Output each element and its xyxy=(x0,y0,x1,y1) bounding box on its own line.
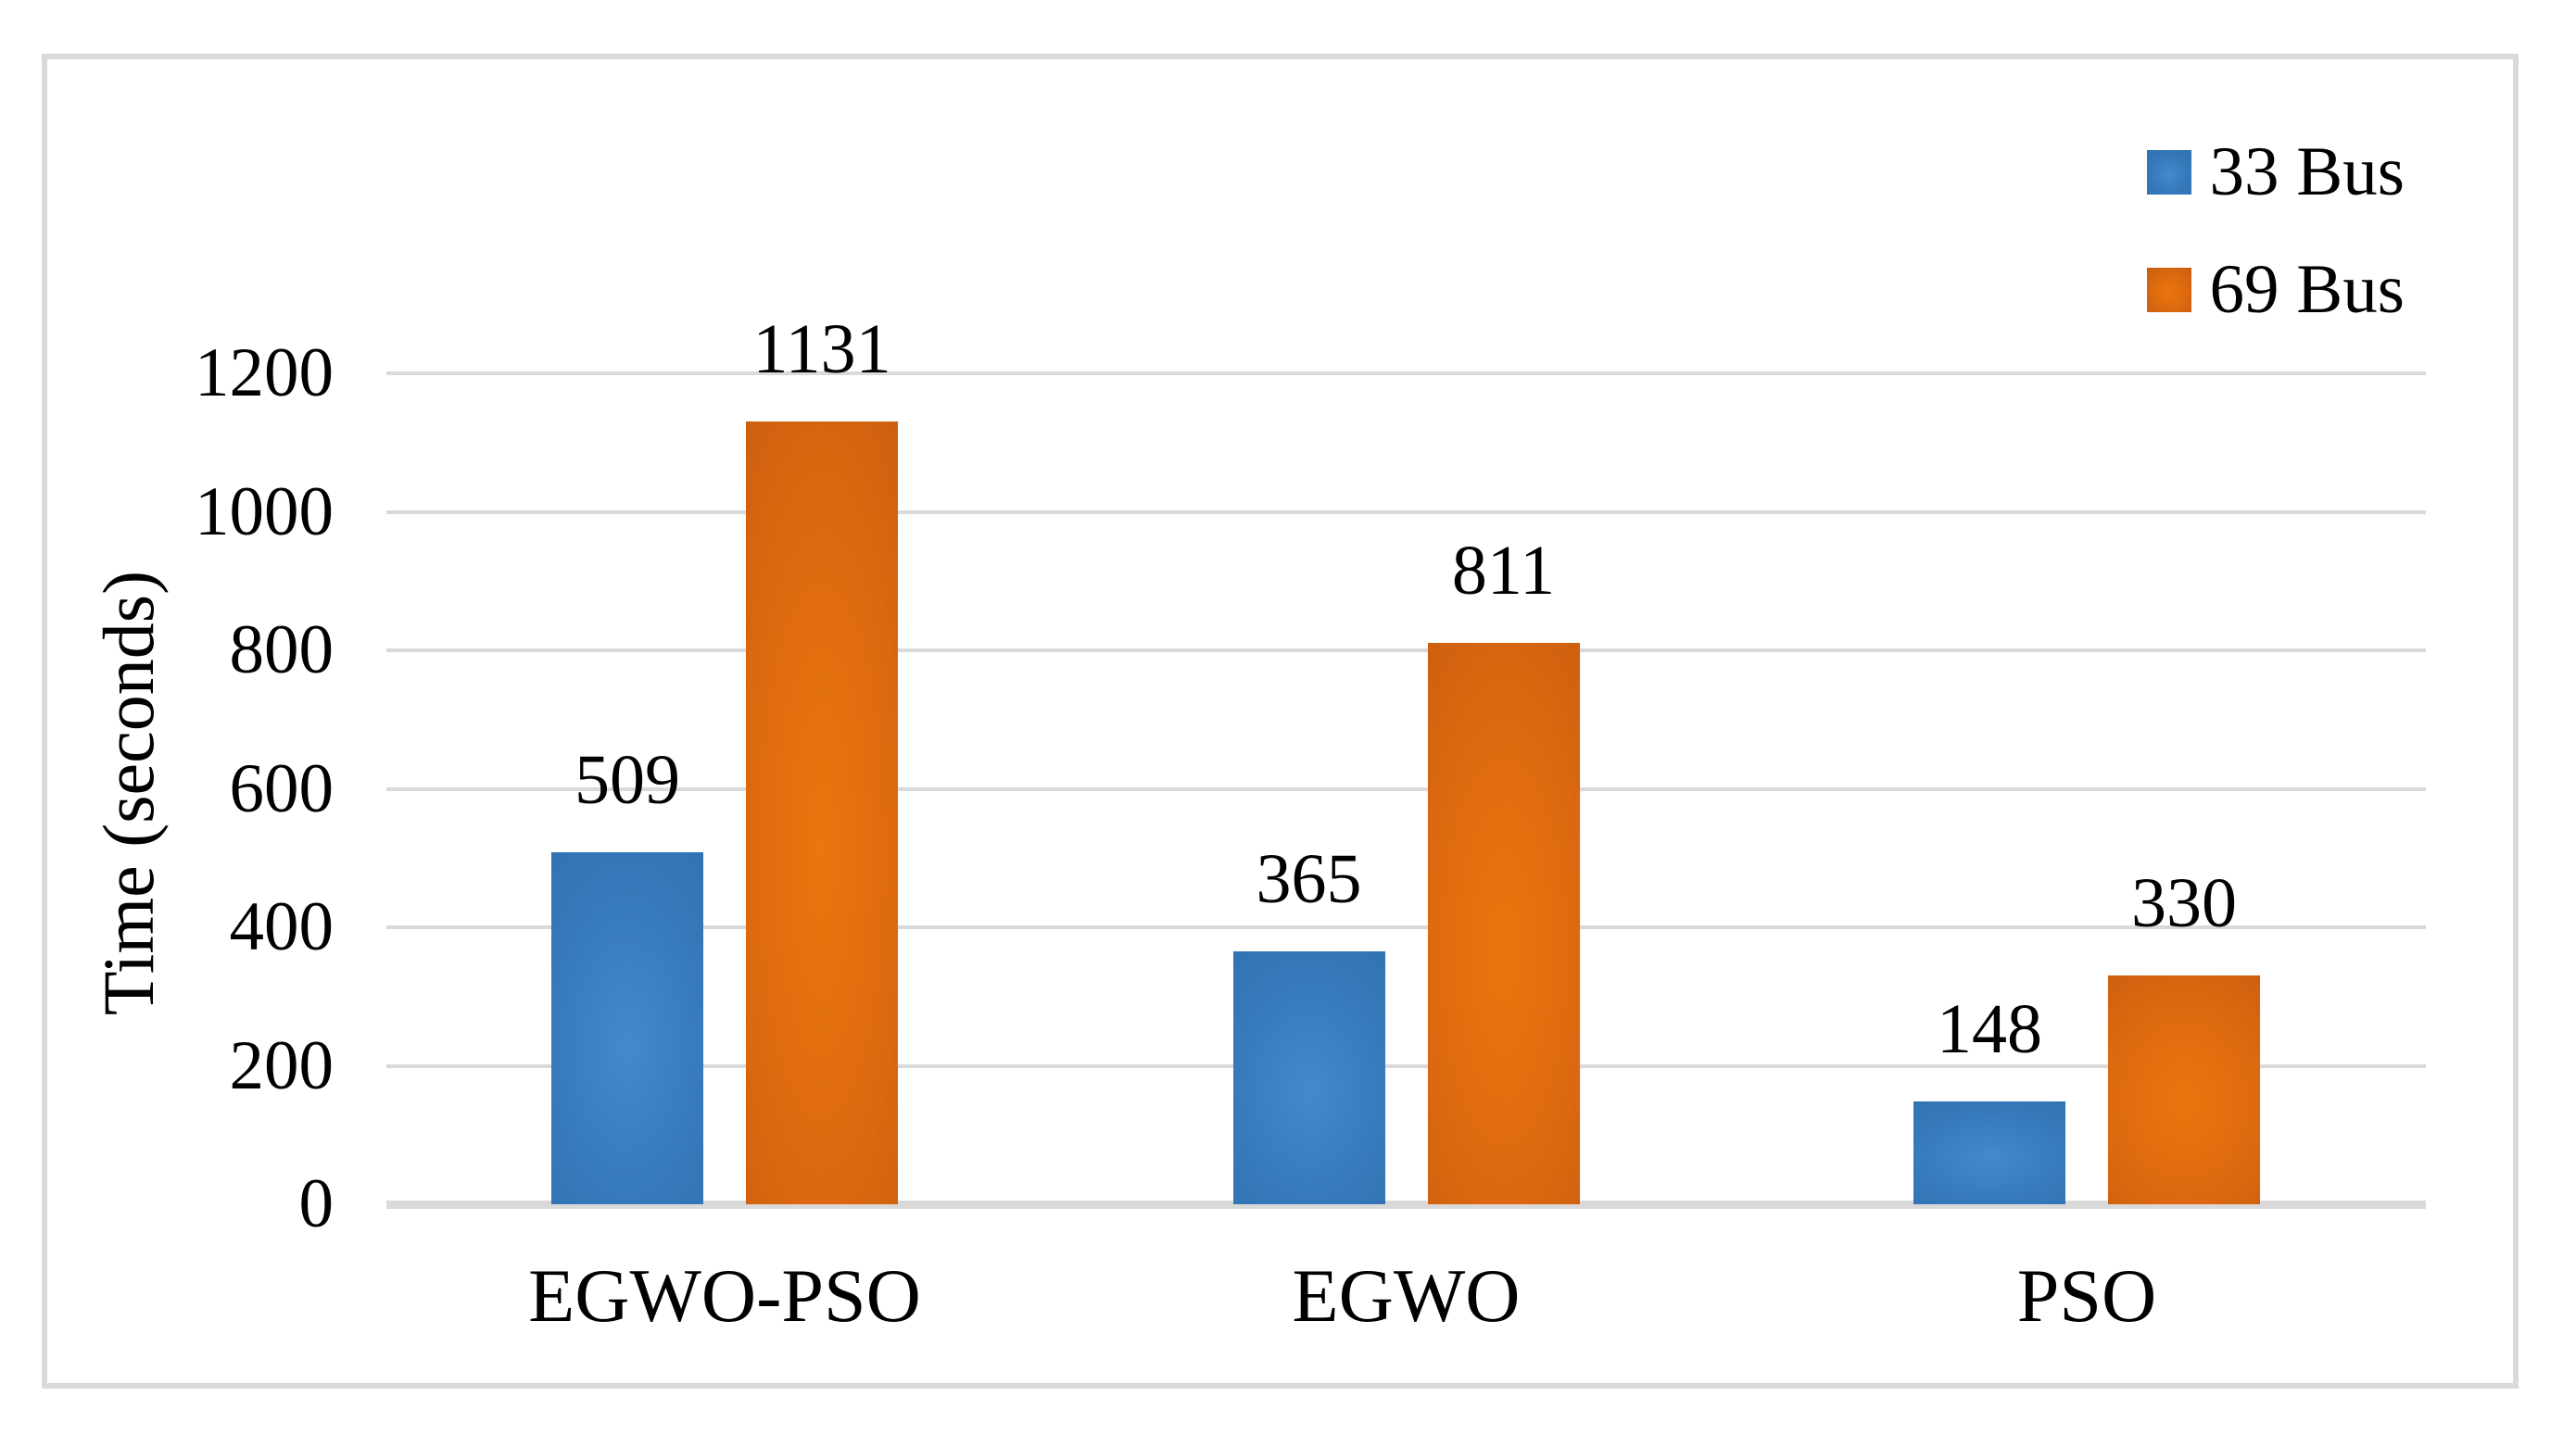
bar-69-bus-pso xyxy=(2108,975,2260,1204)
gridline-600 xyxy=(386,786,2426,791)
y-tick-label-200: 200 xyxy=(229,1026,335,1104)
bar-group-egwo-pso: 509 1131 xyxy=(550,309,898,1204)
y-tick-label-600: 600 xyxy=(229,749,335,827)
x-category-label-pso: PSO xyxy=(2016,1253,2157,1338)
plot-area: 0 200 400 600 800 1000 1200 509 1131 365 811 148 330 xyxy=(195,314,2426,1242)
legend-item-69-bus: 69 Bus xyxy=(2146,251,2405,328)
y-tick-label-1000: 1000 xyxy=(195,472,334,550)
x-axis-line xyxy=(386,1200,2426,1209)
barwrap-33-bus-egwo: 365 xyxy=(1232,840,1385,1204)
legend-label-69-bus: 69 Bus xyxy=(2209,251,2405,328)
value-label-33-bus-egwo: 365 xyxy=(1256,840,1362,919)
gridline-1200 xyxy=(386,371,2426,375)
bar-69-bus-egwo xyxy=(1427,642,1580,1204)
gridline-200 xyxy=(386,1063,2426,1068)
bar-33-bus-egwo xyxy=(1232,951,1385,1204)
bar-group-egwo: 365 811 xyxy=(1232,531,1580,1204)
legend: 33 Bus 69 Bus xyxy=(2146,133,2405,328)
value-label-69-bus-pso: 330 xyxy=(2131,864,2237,943)
x-category-label-egwo: EGWO xyxy=(1292,1253,1521,1338)
y-tick-label-0: 0 xyxy=(298,1165,335,1242)
barwrap-33-bus-egwo-pso: 509 xyxy=(550,740,703,1204)
legend-label-33-bus: 33 Bus xyxy=(2209,133,2405,210)
bar-group-pso: 148 330 xyxy=(1913,868,2260,1204)
barwrap-69-bus-pso: 330 xyxy=(2108,868,2260,1204)
legend-swatch-icon-33-bus xyxy=(2146,149,2191,195)
gridline-1000 xyxy=(386,509,2426,514)
value-label-69-bus-egwo: 811 xyxy=(1451,531,1556,610)
y-tick-label-1200: 1200 xyxy=(195,334,334,411)
bar-33-bus-egwo-pso xyxy=(550,851,703,1204)
bar-33-bus-pso xyxy=(1913,1101,2065,1204)
gridline-800 xyxy=(386,648,2426,652)
legend-item-33-bus: 33 Bus xyxy=(2146,133,2405,210)
y-tick-label-800: 800 xyxy=(229,611,335,688)
value-label-33-bus-egwo-pso: 509 xyxy=(574,740,680,819)
y-tick-label-400: 400 xyxy=(229,888,335,965)
value-label-69-bus-egwo-pso: 1131 xyxy=(752,309,891,388)
bar-69-bus-egwo-pso xyxy=(745,421,898,1204)
gridline-400 xyxy=(386,925,2426,929)
value-label-33-bus-pso: 148 xyxy=(1937,990,2042,1069)
barwrap-69-bus-egwo: 811 xyxy=(1427,531,1580,1204)
legend-swatch-icon-69-bus xyxy=(2146,267,2191,312)
x-category-label-egwo-pso: EGWO-PSO xyxy=(528,1253,921,1338)
barwrap-69-bus-egwo-pso: 1131 xyxy=(745,309,898,1204)
barwrap-33-bus-pso: 148 xyxy=(1913,994,2065,1204)
